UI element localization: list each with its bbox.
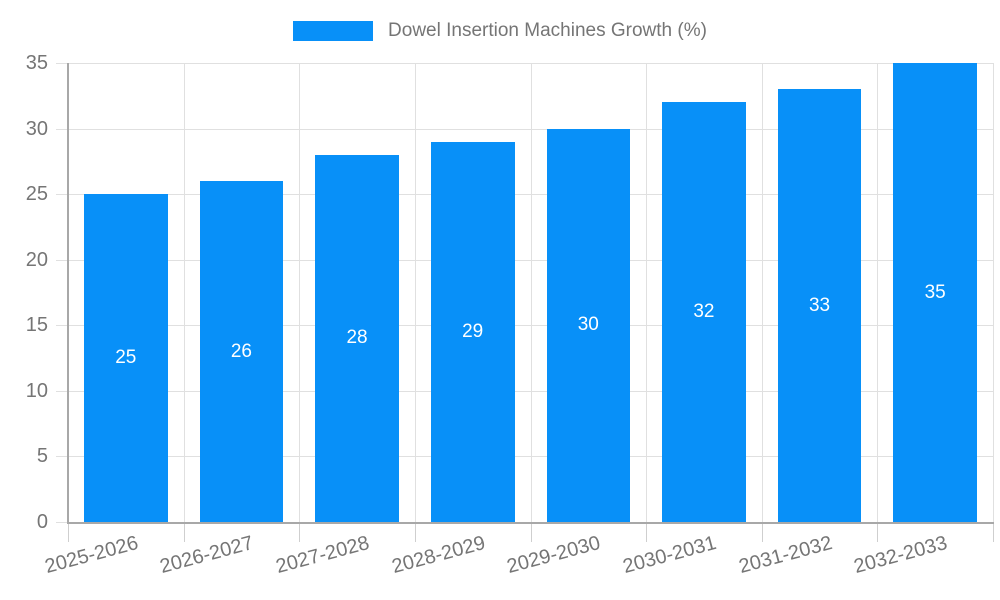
bar-2027-2028[interactable] bbox=[315, 154, 399, 522]
bar-2025-2026[interactable] bbox=[84, 194, 168, 522]
x-gridline bbox=[530, 63, 532, 522]
x-axis-tick bbox=[761, 522, 763, 542]
y-axis-tick-label: 35 bbox=[25, 52, 48, 74]
y-axis-tick bbox=[56, 390, 68, 392]
bar-2026-2027[interactable] bbox=[199, 181, 284, 522]
y-axis-tick-label: 5 bbox=[36, 445, 48, 468]
bar-value-label: 28 bbox=[346, 327, 368, 349]
bar-2029-2030[interactable] bbox=[546, 128, 631, 522]
y-axis-tick-label: 15 bbox=[25, 314, 48, 337]
y-axis-tick bbox=[56, 456, 68, 458]
bar-value-label: 29 bbox=[462, 320, 484, 342]
chart-legend[interactable]: Dowel Insertion Machines Growth (%) bbox=[0, 20, 1000, 42]
x-gridline bbox=[646, 63, 648, 522]
x-gridline bbox=[877, 63, 879, 522]
bar-2030-2031[interactable] bbox=[662, 102, 746, 522]
y-axis-tick bbox=[56, 194, 68, 196]
bar-value-label: 33 bbox=[808, 294, 831, 316]
bar-value-label: 32 bbox=[693, 301, 715, 323]
x-axis-tick bbox=[877, 522, 879, 542]
y-axis-tick bbox=[56, 325, 68, 327]
y-axis-tick-label: 10 bbox=[25, 379, 48, 402]
x-axis-tick bbox=[993, 522, 994, 542]
x-axis-tick bbox=[414, 522, 416, 542]
y-axis-tick-label: 25 bbox=[25, 183, 48, 206]
y-axis-tick bbox=[56, 259, 68, 261]
y-axis-tick-label: 0 bbox=[36, 511, 48, 533]
y-axis-tick bbox=[56, 63, 68, 64]
bar-2032-2033[interactable] bbox=[893, 63, 977, 522]
y-axis-line bbox=[67, 63, 69, 524]
x-axis-line bbox=[67, 522, 994, 524]
bar-value-label: 30 bbox=[577, 314, 599, 336]
x-axis-tick bbox=[646, 522, 648, 542]
x-gridline bbox=[993, 63, 994, 522]
y-axis-tick-label: 30 bbox=[25, 117, 48, 140]
x-gridline bbox=[183, 63, 185, 522]
x-axis-tick bbox=[530, 522, 532, 542]
bar-2031-2032[interactable] bbox=[777, 89, 862, 522]
y-axis-tick bbox=[56, 128, 68, 130]
bar-value-label: 25 bbox=[115, 347, 137, 369]
bar-2028-2029[interactable] bbox=[430, 141, 515, 522]
x-axis-tick bbox=[299, 522, 301, 542]
bar-value-label: 35 bbox=[924, 281, 946, 303]
x-axis-tick bbox=[183, 522, 185, 542]
x-gridline bbox=[299, 63, 301, 522]
legend-swatch bbox=[293, 21, 374, 41]
x-gridline bbox=[761, 63, 763, 522]
x-gridline bbox=[414, 63, 416, 522]
x-axis-tick bbox=[68, 522, 69, 542]
legend-label: Dowel Insertion Machines Growth (%) bbox=[388, 20, 707, 41]
y-axis-tick-label: 20 bbox=[25, 248, 48, 271]
bar-value-label: 26 bbox=[230, 340, 252, 362]
y-axis-tick bbox=[56, 522, 68, 523]
